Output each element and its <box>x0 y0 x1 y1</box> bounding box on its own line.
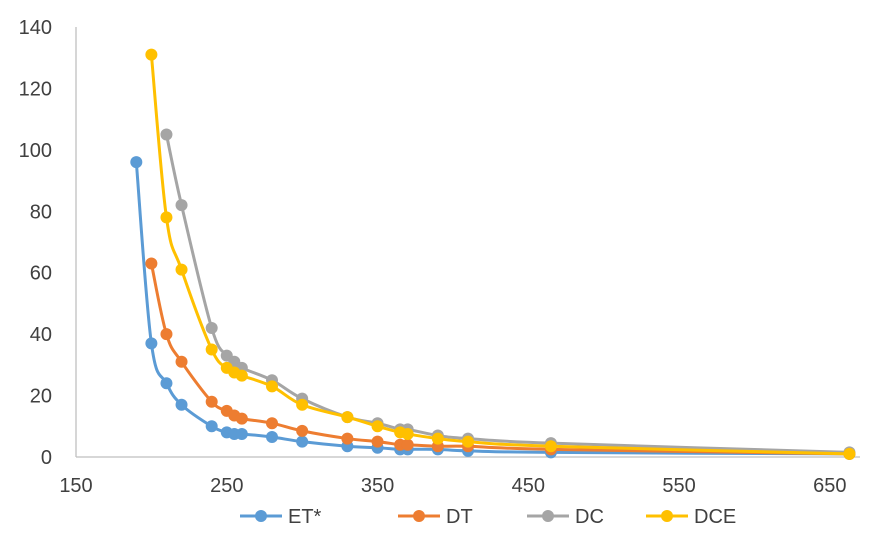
plot-area <box>130 48 856 460</box>
x-tick-label: 450 <box>512 475 545 497</box>
axes: 0 20 40 60 80 100 120 140 150 250 350 450 550 650 <box>19 17 860 497</box>
data-point <box>544 440 557 453</box>
data-point <box>175 199 188 212</box>
legend-label: DT <box>446 506 473 528</box>
data-point <box>296 435 309 448</box>
x-tick-label: 350 <box>361 475 394 497</box>
y-tick-label: 20 <box>30 386 52 408</box>
x-tick-label: 550 <box>662 475 695 497</box>
y-tick-label: 0 <box>41 447 52 469</box>
y-tick-label: 100 <box>19 140 52 162</box>
data-point <box>266 417 278 430</box>
data-point <box>160 328 173 341</box>
data-point <box>371 420 384 433</box>
data-point <box>462 435 474 448</box>
legend: ET* DT DC DCE <box>240 506 736 528</box>
x-tick-label: 150 <box>59 475 92 497</box>
legend-item: DT <box>398 506 473 528</box>
legend-item: DCE <box>646 506 736 528</box>
legend-marker <box>661 510 673 522</box>
legend-marker <box>413 510 425 522</box>
data-point <box>296 398 309 411</box>
series-line <box>134 162 850 456</box>
y-tick-label: 80 <box>30 201 52 223</box>
data-point <box>431 432 444 445</box>
data-point <box>401 427 414 440</box>
data-point <box>160 377 173 390</box>
series-dc <box>160 128 856 459</box>
data-point <box>266 380 278 393</box>
x-tick-label: 250 <box>210 475 243 497</box>
data-point <box>145 48 158 61</box>
data-point <box>341 432 354 445</box>
data-point <box>296 424 309 437</box>
data-point <box>235 369 248 382</box>
series-line <box>164 134 850 454</box>
data-point <box>235 427 248 440</box>
data-point <box>205 395 218 408</box>
data-point <box>843 447 856 460</box>
y-tick-label: 140 <box>19 17 52 39</box>
legend-marker <box>542 510 554 522</box>
data-point <box>205 420 218 433</box>
data-point <box>266 431 278 444</box>
data-point <box>341 411 354 424</box>
data-point <box>175 263 188 276</box>
data-point <box>160 128 173 141</box>
y-tick-label: 40 <box>30 324 52 346</box>
data-point <box>145 257 158 270</box>
legend-marker <box>255 510 267 522</box>
series-dce <box>145 48 856 460</box>
data-point <box>401 438 414 451</box>
y-tick-label: 60 <box>30 263 52 285</box>
data-point <box>205 322 218 334</box>
data-point <box>371 435 384 448</box>
data-point <box>160 211 173 224</box>
legend-item: DC <box>527 506 604 528</box>
data-point <box>235 412 248 425</box>
series-line <box>149 263 850 456</box>
legend-label: DCE <box>694 506 736 528</box>
data-point <box>175 398 188 411</box>
series-line <box>149 54 850 456</box>
data-point <box>205 343 218 356</box>
legend-label: ET* <box>288 506 322 528</box>
series-dt <box>145 257 856 460</box>
x-tick-label: 650 <box>813 475 846 497</box>
legend-label: DC <box>575 506 604 528</box>
data-point <box>175 355 188 368</box>
data-point <box>130 156 143 169</box>
y-tick-label: 120 <box>19 78 52 100</box>
legend-item: ET* <box>240 506 322 528</box>
data-point <box>145 337 158 350</box>
